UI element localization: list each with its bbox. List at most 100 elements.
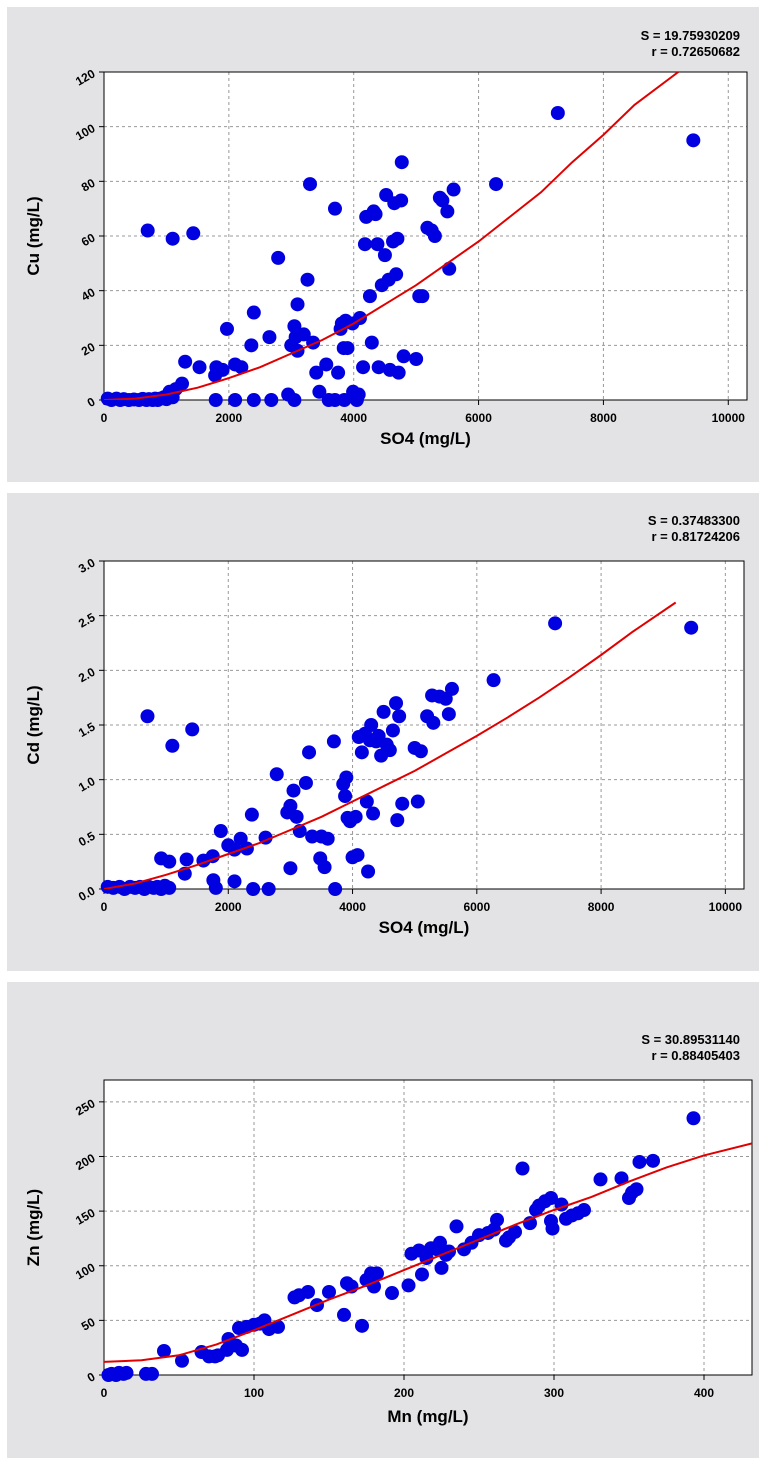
data-point xyxy=(593,1172,608,1187)
data-point xyxy=(382,743,397,758)
data-point xyxy=(286,783,301,798)
y-tick-label: 250 xyxy=(73,1096,98,1118)
y-tick-label: 80 xyxy=(79,176,98,195)
data-point xyxy=(385,1286,399,1301)
data-point xyxy=(140,709,155,724)
data-point xyxy=(441,707,456,722)
y-tick-label: 3.0 xyxy=(76,555,98,576)
data-point xyxy=(684,620,699,635)
data-point xyxy=(165,231,180,246)
data-point xyxy=(354,745,369,760)
data-point xyxy=(371,360,386,375)
data-point xyxy=(376,704,391,719)
data-point xyxy=(186,226,201,241)
zn-vs-mn-chart: 0 100 200 300 400 0 50 100 150 200 250 Mn (mg/L) Zn … xyxy=(24,1032,753,1426)
cu-vs-so4-chart: 0 2000 4000 6000 8000 10000 0 20 40 60 80 100 120 SO4… xyxy=(24,28,748,448)
y-tick-label: 20 xyxy=(79,340,98,359)
data-point xyxy=(337,1307,351,1322)
data-point xyxy=(262,330,277,345)
data-point xyxy=(309,365,324,380)
data-point xyxy=(629,1182,644,1197)
data-point xyxy=(213,824,228,839)
data-point xyxy=(368,207,383,222)
data-point xyxy=(140,223,155,238)
data-point xyxy=(508,1224,522,1239)
y-tick-label: 0.5 xyxy=(76,829,98,850)
data-point xyxy=(145,1366,159,1381)
fit-curve xyxy=(104,72,679,400)
data-point xyxy=(157,1343,171,1358)
x-tick-label: 0 xyxy=(101,411,108,425)
data-point xyxy=(391,365,406,380)
data-point xyxy=(355,1318,369,1333)
x-tick-label: 2000 xyxy=(215,900,242,914)
x-tick-label: 4000 xyxy=(339,900,366,914)
plot-frame xyxy=(103,1079,753,1376)
data-point xyxy=(364,718,379,732)
data-point xyxy=(370,1266,384,1281)
data-point xyxy=(446,182,461,197)
data-point xyxy=(219,321,234,336)
x-tick-label: 4000 xyxy=(340,411,367,425)
data-point xyxy=(361,864,376,879)
x-tick-label: 6000 xyxy=(465,411,492,425)
data-point xyxy=(348,809,363,824)
data-point xyxy=(328,882,343,896)
y-axis-label: Zn (mg/L) xyxy=(24,1189,43,1266)
data-point xyxy=(312,384,327,399)
data-point xyxy=(394,155,409,170)
data-point xyxy=(227,874,242,889)
data-point xyxy=(185,722,200,737)
data-point xyxy=(442,261,457,276)
data-point xyxy=(548,616,563,631)
y-axis-label: Cu (mg/L) xyxy=(24,196,43,275)
data-point xyxy=(577,1203,591,1218)
data-point xyxy=(244,807,259,822)
data-point xyxy=(319,357,334,372)
data-point xyxy=(301,1284,315,1299)
data-point xyxy=(434,1260,449,1275)
data-point xyxy=(426,715,441,730)
y-tick-label: 2.5 xyxy=(76,610,98,631)
fit-curve xyxy=(104,601,677,889)
data-point xyxy=(394,193,409,208)
data-point xyxy=(449,1219,464,1234)
data-point xyxy=(490,1212,504,1227)
data-point xyxy=(246,305,261,320)
y-tick-label: 0.0 xyxy=(76,883,98,904)
data-point xyxy=(208,880,223,895)
data-point xyxy=(165,738,180,753)
data-point xyxy=(239,841,254,856)
data-point xyxy=(271,250,286,265)
data-point xyxy=(409,352,424,366)
x-tick-label: 100 xyxy=(244,1386,264,1400)
data-point xyxy=(395,796,410,811)
stat-r-value: r = 0.81724206 xyxy=(651,529,740,544)
data-point xyxy=(271,1319,285,1334)
data-point xyxy=(235,1342,249,1357)
data-point xyxy=(632,1154,647,1169)
y-tick-label: 100 xyxy=(73,121,98,143)
data-point xyxy=(302,745,317,760)
y-tick-label: 100 xyxy=(73,1260,98,1282)
data-point xyxy=(370,237,385,252)
plot-marks xyxy=(100,616,699,896)
data-point xyxy=(614,1171,629,1186)
data-point xyxy=(545,1221,560,1236)
data-point xyxy=(159,879,174,894)
data-point xyxy=(296,327,311,342)
data-point xyxy=(287,393,302,407)
data-point xyxy=(331,365,346,380)
x-tick-label: 8000 xyxy=(588,900,615,914)
data-point xyxy=(287,319,302,334)
y-tick-label: 0 xyxy=(85,394,98,410)
data-point xyxy=(544,1191,558,1205)
y-tick-label: 40 xyxy=(79,285,98,304)
data-point xyxy=(433,1235,447,1250)
y-axis-label: Cd (mg/L) xyxy=(24,685,43,764)
data-point xyxy=(327,201,342,216)
data-point xyxy=(646,1153,660,1168)
data-point xyxy=(175,1353,189,1368)
x-tick-label: 2000 xyxy=(216,411,243,425)
data-point xyxy=(228,393,243,407)
